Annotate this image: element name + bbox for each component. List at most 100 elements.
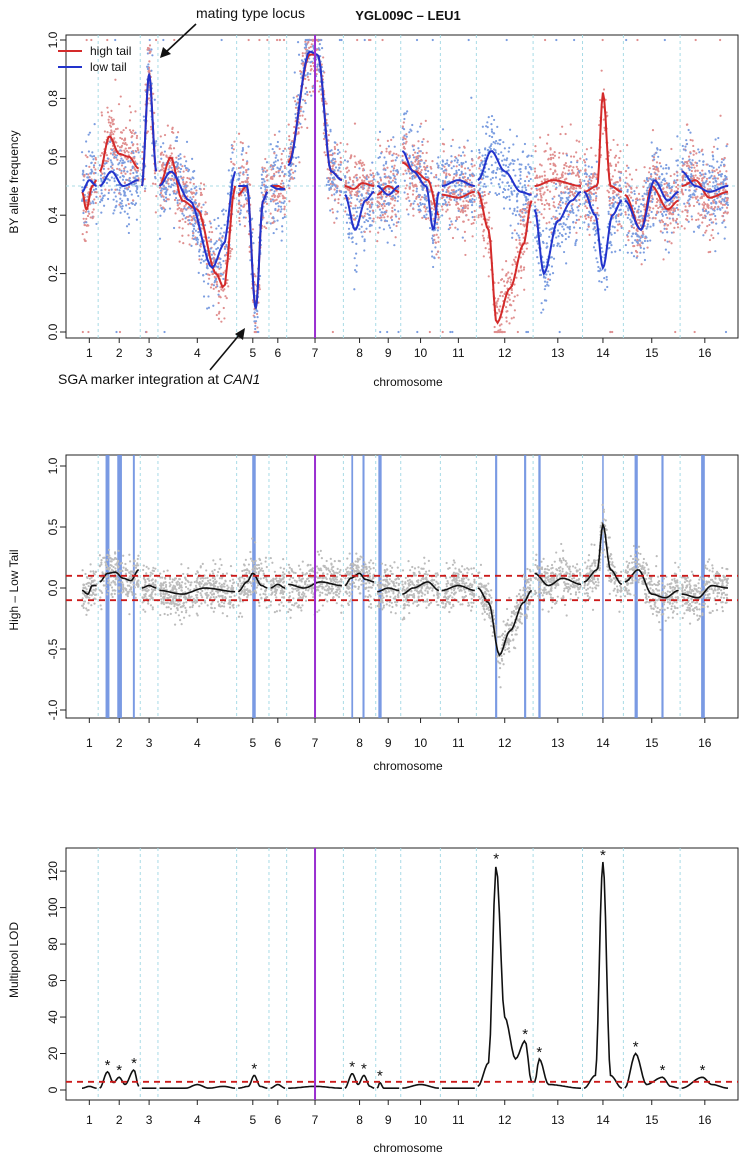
low-tail-point (586, 228, 589, 231)
high-tail-point (176, 131, 180, 134)
low-tail-point (333, 141, 336, 144)
high-tail-point (650, 175, 653, 178)
low-tail-point (530, 168, 533, 171)
high-tail-point (153, 172, 157, 175)
low-tail-point (385, 202, 388, 206)
low-tail-point (224, 209, 228, 212)
low-tail-point (611, 204, 614, 208)
low-tail-point (506, 181, 509, 184)
low-tail-point (639, 246, 642, 249)
high-tail-point (397, 154, 400, 157)
low-tail-point (457, 168, 461, 172)
low-tail-point (299, 72, 302, 76)
low-tail-point (118, 189, 121, 192)
low-tail-point (417, 205, 421, 208)
low-tail-point (395, 156, 398, 159)
low-tail-point (591, 204, 595, 207)
low-tail-point (603, 276, 606, 280)
low-tail-point (272, 167, 275, 171)
high-tail-point (370, 201, 374, 204)
high-tail-point (154, 182, 157, 186)
high-tail-point (108, 115, 111, 118)
low-tail-point (464, 172, 467, 175)
edge-point (115, 330, 118, 334)
high-tail-point (355, 163, 358, 166)
edge-point (505, 38, 508, 42)
high-tail-point (383, 216, 386, 219)
low-tail-point (309, 61, 312, 64)
low-tail-point (185, 191, 188, 194)
low-tail-point (585, 158, 588, 161)
low-tail-point (509, 162, 512, 165)
low-tail-point (384, 182, 387, 185)
low-tail-point (470, 211, 474, 214)
low-tail-point (405, 172, 408, 175)
high-tail-point (199, 182, 203, 185)
low-tail-point (253, 311, 256, 314)
low-tail-point (85, 172, 88, 176)
edge-point (609, 330, 612, 334)
low-tail-point (527, 163, 530, 166)
low-tail-point (466, 139, 469, 142)
low-tail-point (455, 171, 458, 174)
low-tail-point (120, 202, 123, 205)
high-tail-point (533, 170, 537, 173)
high-tail-point (451, 223, 454, 226)
low-tail-point (335, 217, 338, 220)
high-tail-point (291, 139, 294, 143)
high-tail-point (277, 208, 280, 211)
high-tail-point (575, 231, 578, 234)
high-tail-point (288, 152, 292, 155)
low-tail-point (344, 176, 347, 179)
high-tail-point (217, 301, 220, 305)
low-tail-point (274, 208, 277, 212)
low-tail-point (125, 204, 128, 207)
low-tail-point (287, 170, 290, 173)
high-tail-point (106, 160, 109, 163)
low-tail-point (613, 226, 616, 229)
low-tail-point (260, 173, 263, 176)
high-tail-point (470, 194, 473, 197)
low-tail-point (230, 147, 234, 150)
low-tail-point (137, 194, 140, 198)
low-tail-point (564, 232, 567, 235)
low-tail-point (615, 220, 618, 223)
high-tail-point (169, 147, 173, 150)
high-tail-point (510, 272, 513, 275)
edge-point (416, 330, 419, 334)
low-tail-point (272, 164, 275, 167)
low-tail-point (155, 140, 158, 143)
high-tail-point (182, 170, 185, 173)
low-tail-point (242, 216, 246, 219)
low-tail-point (521, 150, 525, 153)
low-tail-point (326, 113, 329, 116)
low-tail-point (185, 208, 188, 211)
low-tail-point (310, 94, 313, 97)
high-tail-point (293, 125, 296, 129)
high-tail-point (547, 158, 550, 161)
high-tail-point (589, 219, 592, 222)
low-tail-point (504, 164, 508, 167)
low-tail-point (206, 264, 209, 268)
high-tail-point (407, 170, 410, 173)
low-tail-point (620, 204, 623, 207)
high-tail-point (208, 273, 211, 277)
low-tail-point (269, 222, 272, 225)
high-tail-point (135, 150, 138, 153)
low-tail-point (103, 175, 106, 178)
high-tail-point (117, 103, 121, 106)
low-tail-point (466, 176, 470, 180)
low-tail-point (536, 240, 539, 243)
low-tail-point (507, 165, 510, 169)
high-tail-point (483, 202, 486, 205)
high-tail-point (309, 64, 312, 68)
high-tail-point (663, 182, 666, 186)
low-tail-point (664, 201, 667, 204)
high-tail-point (448, 203, 451, 206)
high-tail-point (619, 150, 622, 153)
x-tick-label: 6 (274, 346, 281, 360)
high-tail-point (306, 75, 309, 79)
high-tail-point (569, 186, 573, 189)
low-tail-point (215, 248, 218, 251)
low-tail-point (266, 185, 269, 189)
